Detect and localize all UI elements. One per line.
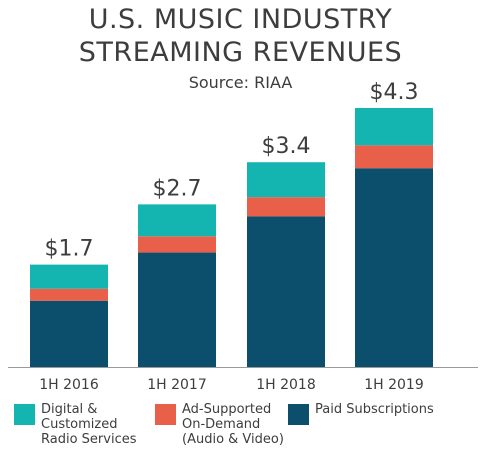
legend-label-radio: Digital & Customized Radio Services — [41, 402, 137, 447]
bar-segment-ad-supported-2 — [138, 236, 216, 253]
bar-segment-ad-supported-4 — [355, 145, 433, 169]
legend-swatch-paid — [288, 404, 309, 425]
x-tick-label-2: 1H 2017 — [147, 377, 207, 393]
chart-title-line-2: STREAMING REVENUES — [78, 37, 403, 68]
bar-segment-paid-4 — [355, 168, 433, 367]
bar-segment-paid-2 — [138, 252, 216, 367]
total-label-3: $3.4 — [262, 134, 311, 159]
bar-segment-radio-2 — [138, 204, 216, 237]
bar-segment-paid-1 — [30, 300, 108, 367]
x-tick-label-1: 1H 2016 — [39, 377, 99, 393]
chart-subtitle: Source: RIAA — [188, 73, 293, 92]
bar-segment-paid-3 — [247, 216, 325, 367]
x-tick-label-3: 1H 2018 — [256, 377, 316, 393]
total-label-4: $4.3 — [370, 80, 419, 105]
bar-segment-ad-supported-1 — [30, 288, 108, 301]
bar-segment-ad-supported-3 — [247, 197, 325, 217]
bar-segment-radio-3 — [247, 162, 325, 198]
stacked-bar-chart: $1.7 1H 2016 $2.7 1H 2017 $3.4 1H 2018 $4.3 1H … — [8, 80, 478, 393]
legend-item-ad-supported: Ad-Supported On-Demand (Audio & Video) — [155, 402, 284, 447]
x-tick-label-4: 1H 2019 — [364, 377, 424, 393]
legend-item-paid: Paid Subscriptions — [288, 402, 434, 425]
legend-swatch-radio — [14, 404, 35, 425]
legend-label-ad-supported: Ad-Supported On-Demand (Audio & Video) — [182, 402, 284, 447]
bar-segment-radio-1 — [30, 264, 108, 289]
legend-label-paid: Paid Subscriptions — [315, 402, 434, 417]
legend-item-radio: Digital & Customized Radio Services — [14, 402, 136, 447]
bar-segment-radio-4 — [355, 108, 433, 146]
legend-swatch-ad-supported — [155, 404, 176, 425]
total-label-1: $1.7 — [45, 237, 94, 262]
chart-title-line-1: U.S. MUSIC INDUSTRY — [88, 4, 393, 35]
total-label-2: $2.7 — [153, 176, 202, 201]
